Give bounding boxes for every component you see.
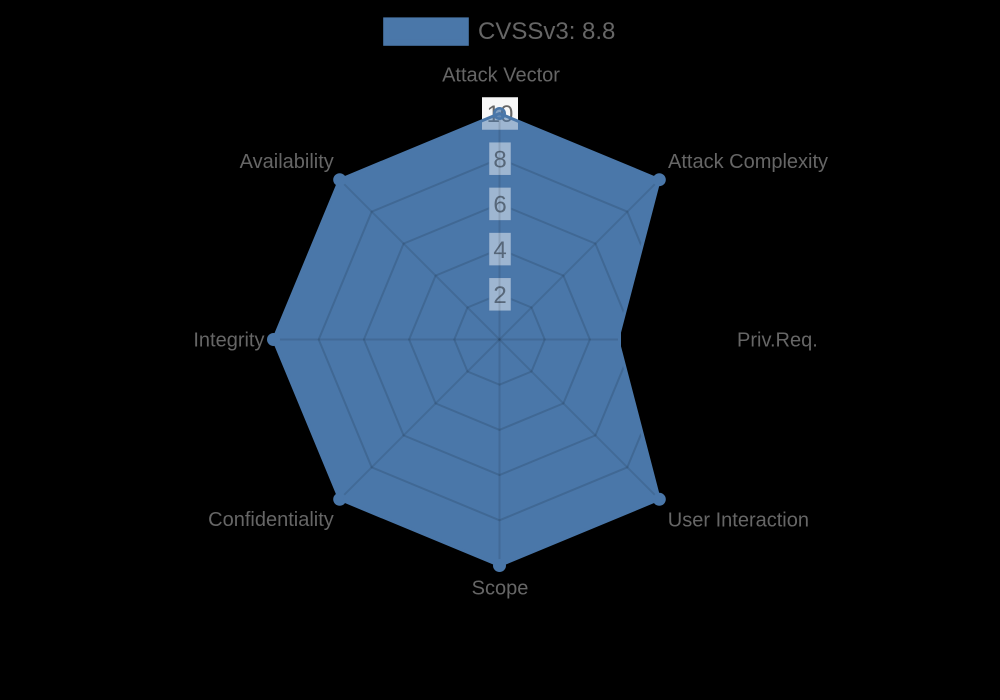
svg-text:Integrity: Integrity <box>193 329 264 351</box>
svg-text:Attack Complexity: Attack Complexity <box>668 151 828 173</box>
svg-text:Attack Vector: Attack Vector <box>442 65 560 87</box>
svg-text:6: 6 <box>493 192 506 219</box>
svg-text:User Interaction: User Interaction <box>668 509 809 531</box>
svg-text:Priv.Req.: Priv.Req. <box>737 329 818 351</box>
svg-text:Confidentiality: Confidentiality <box>208 509 334 531</box>
svg-text:8: 8 <box>493 146 506 173</box>
svg-text:Scope: Scope <box>472 578 529 600</box>
svg-text:2: 2 <box>493 282 506 309</box>
svg-text:Availability: Availability <box>240 151 334 173</box>
svg-text:CVSSv3: 8.8: CVSSv3: 8.8 <box>478 18 615 45</box>
svg-text:4: 4 <box>493 237 506 264</box>
